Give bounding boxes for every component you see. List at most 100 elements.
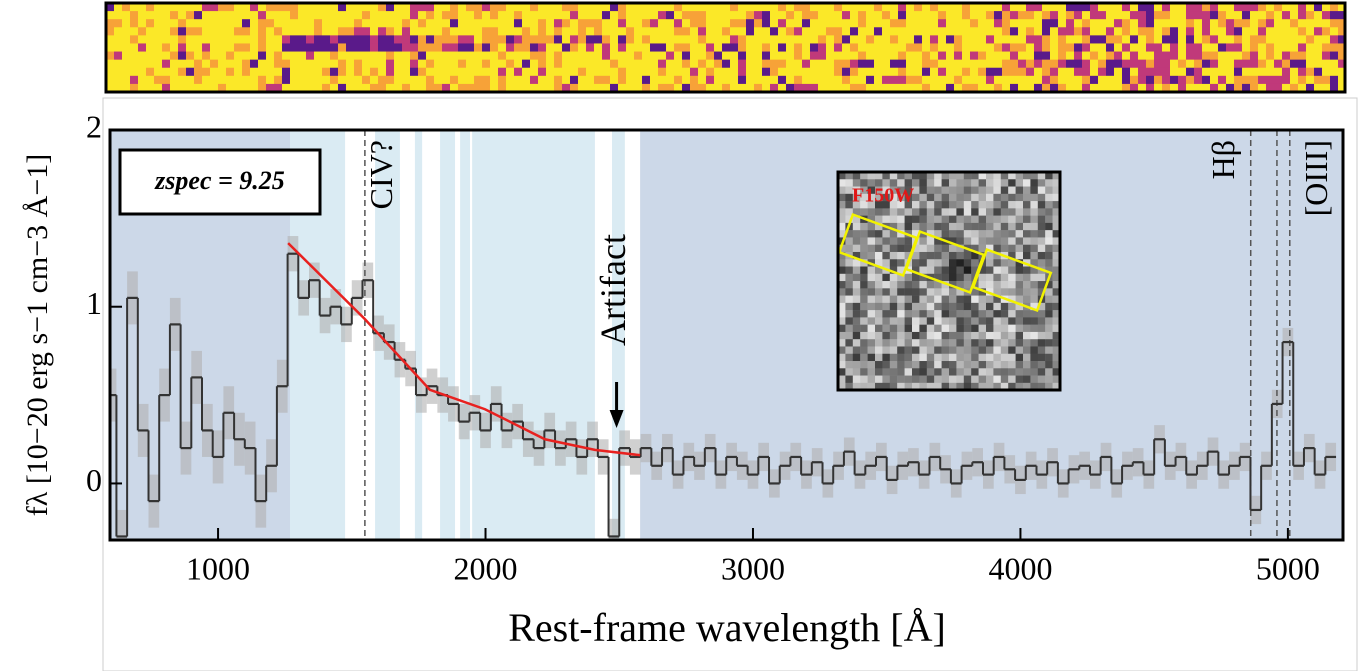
spectrum-2d-pixel xyxy=(1002,59,1010,69)
inset-pixel xyxy=(1052,382,1061,391)
inset-pixel xyxy=(956,186,964,195)
spectrum-2d-pixel xyxy=(306,35,314,44)
inset-pixel xyxy=(956,382,964,391)
spectrum-2d-pixel xyxy=(914,59,922,69)
spectrum-2d-pixel xyxy=(970,83,978,93)
spectrum-2d-pixel xyxy=(570,19,578,28)
spectrum-2d-pixel xyxy=(1042,51,1050,61)
spectrum-2d-pixel xyxy=(442,27,450,36)
inset-pixel xyxy=(934,361,942,369)
inset-pixel xyxy=(934,324,942,333)
fit xyxy=(287,242,641,457)
inset-pixel xyxy=(860,208,868,216)
inset-pixel xyxy=(1015,281,1024,289)
inset-pixel xyxy=(919,346,927,354)
inset-pixel xyxy=(1052,324,1061,333)
spectrum-2d-pixel xyxy=(618,43,626,53)
spectrum-2d-pixel xyxy=(1034,83,1042,93)
spectrum-2d-pixel xyxy=(906,43,914,53)
spectrum-2d-pixel xyxy=(378,19,386,28)
spectrum-2d-pixel xyxy=(954,43,962,53)
inset-pixel xyxy=(904,375,913,384)
spectrum-2d-pixel xyxy=(402,35,410,44)
spectrum-2d-pixel xyxy=(794,27,802,36)
spectrum-2d-pixel xyxy=(138,3,146,12)
inset-pixel xyxy=(919,368,927,376)
spectrum-2d-pixel xyxy=(970,11,978,20)
spectrum-2d-pixel xyxy=(1338,19,1345,28)
spectrum-2d-pixel xyxy=(554,59,562,69)
spectrum-2d-pixel xyxy=(386,43,394,53)
spectrum-2d-pixel xyxy=(474,51,482,61)
spectrum-2d-pixel xyxy=(202,35,210,44)
line-label: [OIII] xyxy=(1298,140,1334,216)
spectrum-2d-pixel xyxy=(306,59,314,69)
spectrum-2d-pixel xyxy=(866,75,874,85)
spectrum-2d-pixel xyxy=(906,11,914,20)
inset-pixel xyxy=(978,266,987,275)
inset-pixel xyxy=(1008,237,1016,245)
inset-pixel xyxy=(919,215,927,224)
spectrum-2d-pixel xyxy=(498,43,506,53)
spectrum-2d-pixel xyxy=(434,67,442,77)
spectrum-2d-pixel xyxy=(1226,51,1234,61)
spectrum-2d-pixel xyxy=(786,3,794,12)
inset-pixel xyxy=(1015,382,1024,391)
inset-pixel xyxy=(986,346,994,354)
spectrum-2d-pixel xyxy=(1178,75,1186,85)
spectrum-2d-pixel xyxy=(1250,35,1258,44)
spectrum-2d-pixel xyxy=(1026,35,1034,44)
spectrum-2d-pixel xyxy=(1266,19,1274,28)
spectrum-2d-pixel xyxy=(746,27,754,36)
inset-pixel xyxy=(1037,251,1046,260)
spectrum-2d-pixel xyxy=(274,27,282,36)
spectrum-2d-pixel xyxy=(754,11,762,20)
spectrum-2d-pixel xyxy=(650,3,658,12)
spectrum-2d-pixel xyxy=(402,75,410,85)
spectrum-2d-pixel xyxy=(466,83,474,93)
spectrum-2d-pixel xyxy=(682,83,690,93)
spectrum-2d-pixel xyxy=(1322,51,1330,61)
inset-pixel xyxy=(986,266,994,275)
inset-pixel xyxy=(993,368,1001,376)
spectrum-2d-pixel xyxy=(810,11,818,20)
spectrum-2d-pixel xyxy=(386,75,394,85)
spectrum-2d-pixel xyxy=(866,59,874,69)
spectrum-2d-pixel xyxy=(506,59,514,69)
inset-pixel xyxy=(838,179,846,187)
spectrum-2d-pixel xyxy=(194,27,202,36)
spectrum-2d-pixel xyxy=(922,35,930,44)
inset-pixel xyxy=(1015,251,1024,260)
spectrum-2d-pixel xyxy=(1322,11,1330,20)
inset-pixel xyxy=(889,295,898,304)
spectrum-2d-pixel xyxy=(1186,59,1194,69)
inset-pixel xyxy=(904,244,913,253)
spectrum-2d-pixel xyxy=(530,3,538,12)
spectrum-2d-pixel xyxy=(714,3,722,12)
spectrum-2d-pixel xyxy=(186,19,194,28)
spectrum-2d-pixel xyxy=(562,67,570,77)
inset-pixel xyxy=(875,310,883,318)
spectrum-2d-pixel xyxy=(1234,51,1242,61)
spectrum-2d-pixel xyxy=(706,35,714,44)
spectrum-2d-pixel xyxy=(594,67,602,77)
spectrum-2d-pixel xyxy=(1090,11,1098,20)
line-label: CIV? xyxy=(363,140,399,209)
spectrum-2d-pixel xyxy=(1130,19,1138,28)
inset-pixel xyxy=(993,281,1001,289)
spectrum-2d-pixel xyxy=(1290,43,1298,53)
spectrum-2d-pixel xyxy=(202,83,210,93)
inset-pixel xyxy=(897,251,905,260)
spectrum-2d-pixel xyxy=(586,19,594,28)
spectrum-2d-pixel xyxy=(1154,3,1162,12)
spectrum-2d-pixel xyxy=(522,67,530,77)
inset-pixel xyxy=(1023,368,1031,376)
spectrum-2d-pixel xyxy=(1122,59,1130,69)
inset-pixel xyxy=(1030,193,1038,202)
spectrum-2d-pixel xyxy=(1154,19,1162,28)
inset-pixel xyxy=(875,331,883,340)
inset-pixel xyxy=(1015,324,1024,333)
spectrum-2d-pixel xyxy=(778,67,786,77)
spectrum-2d-pixel xyxy=(578,67,586,77)
spectrum-2d-pixel xyxy=(1338,43,1345,53)
